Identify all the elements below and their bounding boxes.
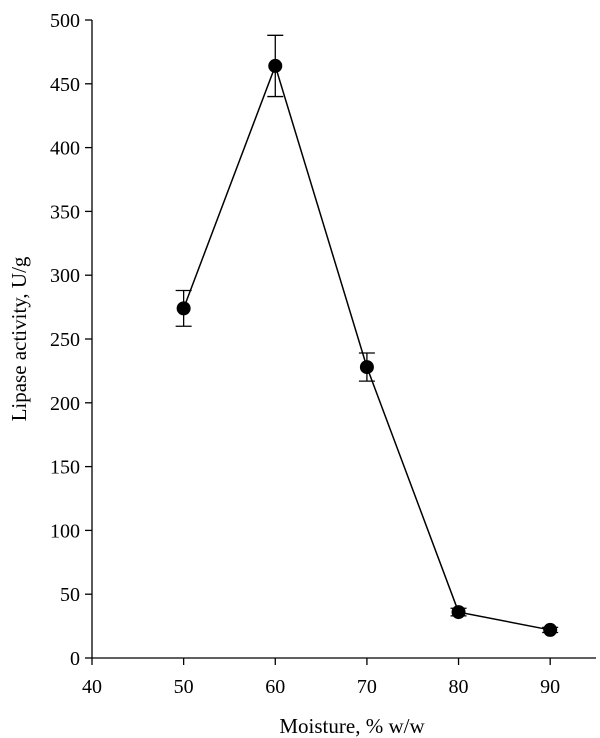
x-tick-label: 80 [449,676,469,698]
x-tick-label: 90 [540,676,560,698]
y-tick-label: 100 [50,520,80,542]
x-tick-label: 40 [82,676,102,698]
x-tick-label: 60 [265,676,285,698]
axes [91,20,596,659]
y-tick-label: 500 [50,10,80,32]
x-axis-ticks: 40 50 60 70 80 90 [82,658,560,698]
plot-area [175,34,559,637]
data-point [359,360,374,375]
y-tick-label: 250 [50,329,80,351]
data-point [451,605,466,620]
y-tick-label: 450 [50,74,80,96]
y-tick-label: 0 [70,648,80,670]
data-point [176,301,191,316]
y-tick-label: 200 [50,393,80,415]
data-point [543,622,558,637]
y-tick-label: 150 [50,457,80,479]
y-tick-label: 300 [50,265,80,287]
series-line [182,63,551,631]
x-tick-label: 70 [357,676,377,698]
x-axis-title: Moisture, % w/w [279,714,425,738]
data-point [268,58,283,73]
y-tick-label: 350 [50,201,80,223]
x-tick-label: 50 [174,676,194,698]
y-tick-label: 50 [60,584,80,606]
y-axis-ticks: 0 50 100 150 200 250 300 350 400 450 500 [50,10,92,670]
y-axis-title: Lipase activity, U/g [7,256,31,421]
y-tick-label: 400 [50,138,80,160]
